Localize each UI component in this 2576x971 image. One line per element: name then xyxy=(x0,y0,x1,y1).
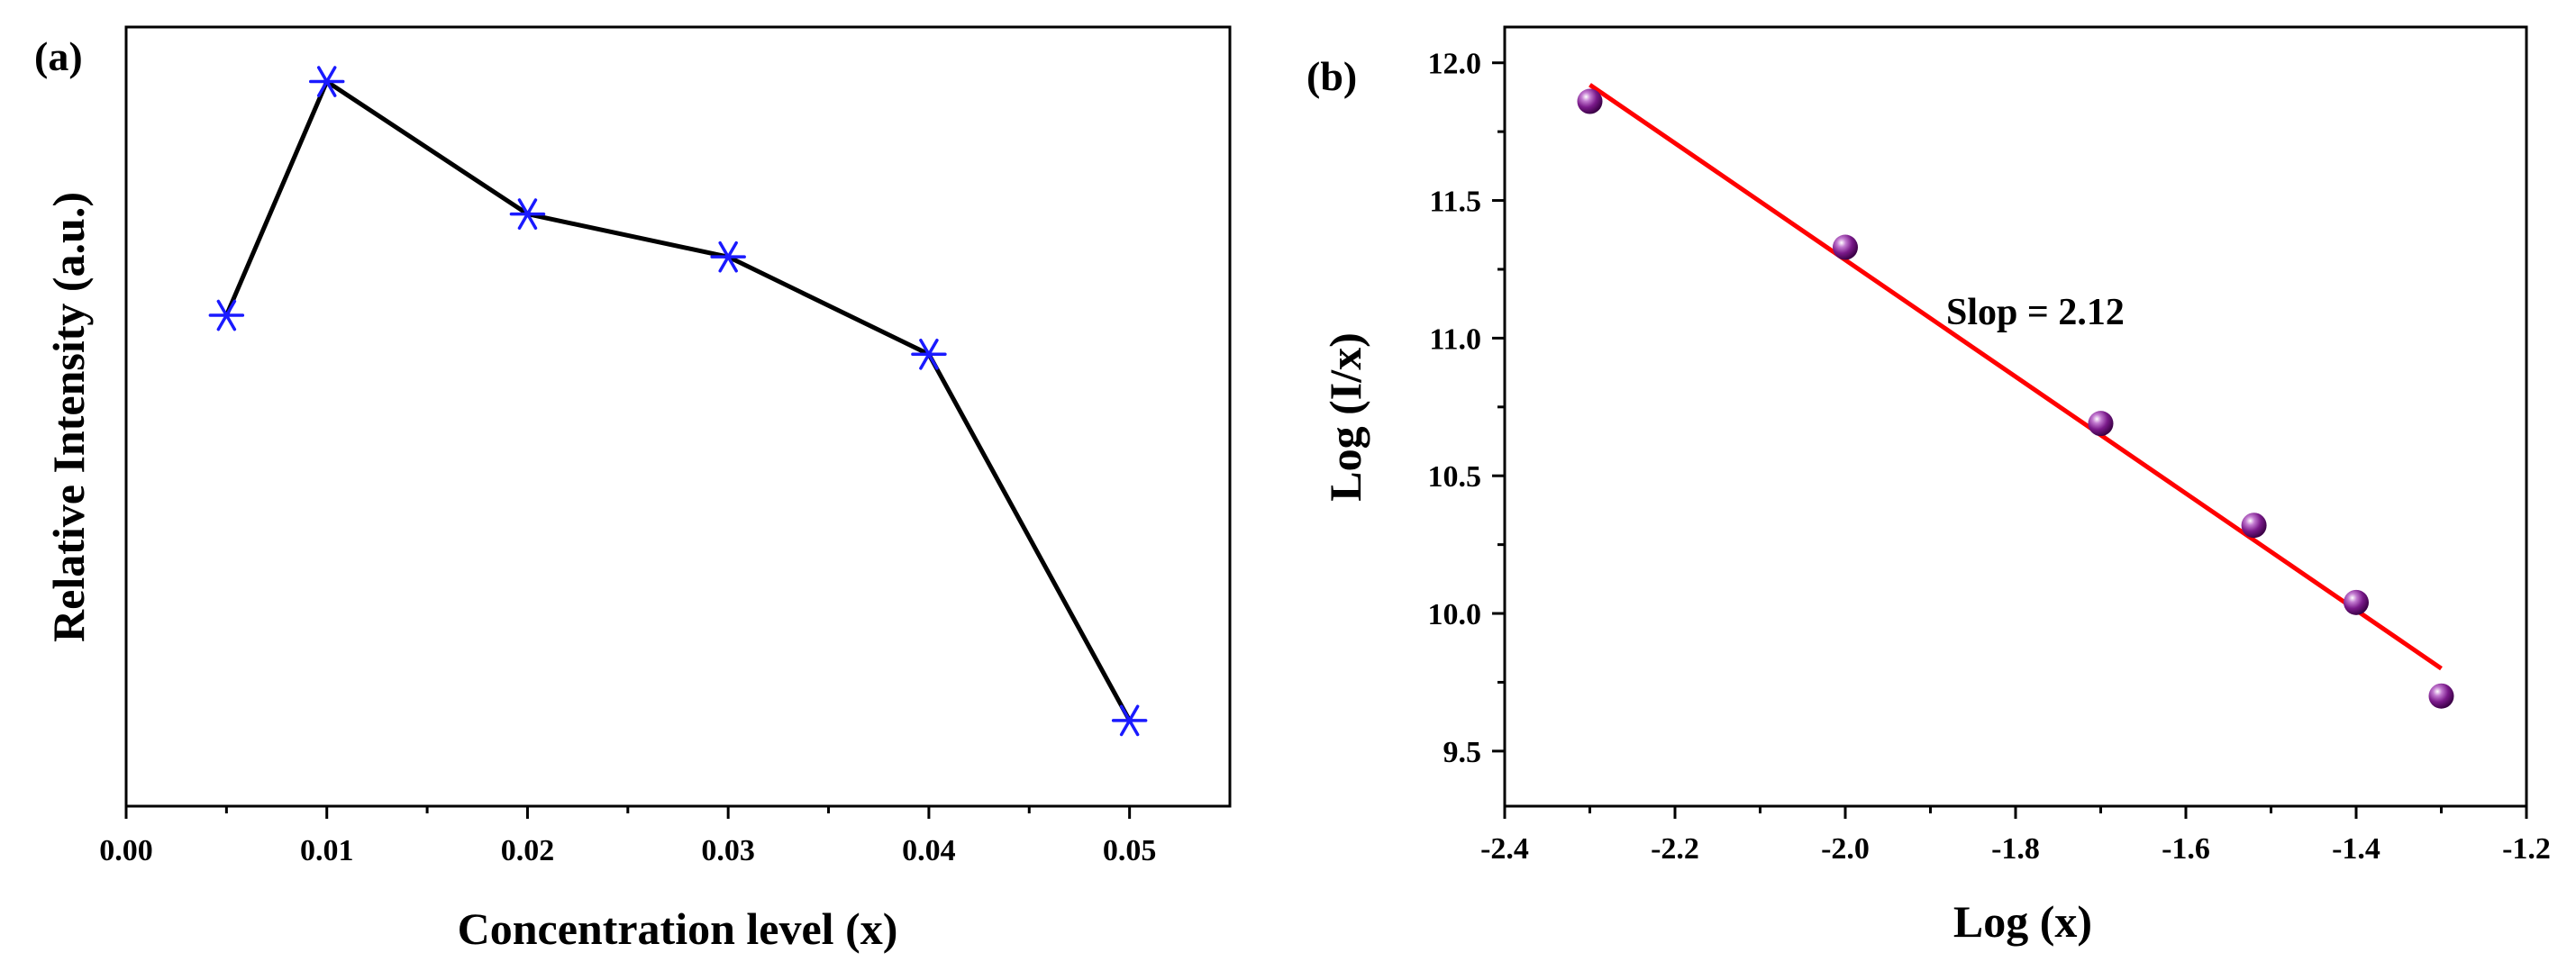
x-tick-label: -1.4 xyxy=(2332,832,2380,866)
asterisk-stroke xyxy=(517,198,538,230)
x-tick-label: 0.02 xyxy=(501,834,555,867)
panel-b-x-axis-title: Log (x) xyxy=(1953,896,2092,947)
panel-b-y-ticks: 9.5 10.0 10.5 11.0 11.5 12.0 xyxy=(1428,48,1505,769)
data-point xyxy=(208,299,245,331)
panel-a-x-ticks: 0.00 0.01 0.02 0.03 0.04 0.05 xyxy=(99,806,1156,867)
x-tick-label: -2.2 xyxy=(1651,832,1699,866)
panel-a-label: (a) xyxy=(34,33,83,79)
data-point xyxy=(2088,411,2114,437)
y-tick-label: 9.5 xyxy=(1443,736,1482,769)
x-tick-label: -2.4 xyxy=(1480,832,1529,866)
asterisk-stroke xyxy=(718,240,738,273)
panel-a-y-axis-title: Relative Intensity (a.u.) xyxy=(43,192,94,642)
panel-b-marks xyxy=(1577,83,2454,709)
panel-a-x-axis-title: Concentration level (x) xyxy=(458,903,898,954)
asterisk-stroke xyxy=(1119,704,1140,737)
series-line xyxy=(224,79,1132,722)
x-tick-label: -2.0 xyxy=(1821,832,1870,866)
panel-a-plot-frame xyxy=(124,25,1232,808)
panel-b-plot-frame xyxy=(1503,25,2528,808)
y-tick-label: 11.5 xyxy=(1429,186,1481,219)
data-point xyxy=(2344,589,2369,615)
asterisk-stroke xyxy=(216,299,237,331)
x-tick-label: 0.04 xyxy=(902,834,956,867)
panel-b-y-axis-title: Log (I/x) xyxy=(1320,332,1370,502)
data-point xyxy=(911,338,947,370)
x-tick-label: 0.01 xyxy=(300,834,354,867)
fit-line xyxy=(1588,83,2443,671)
chart-panel-a: (a) 0.00 0.01 0.02 0.03 0.04 0.05 Concentrati… xyxy=(34,25,1232,954)
x-tick-label: -1.8 xyxy=(1991,832,2040,866)
data-point xyxy=(2428,683,2454,709)
data-point xyxy=(1111,704,1148,737)
panel-a-marks xyxy=(208,66,1148,737)
data-point xyxy=(509,198,546,230)
y-tick-label: 11.0 xyxy=(1429,322,1481,356)
data-point xyxy=(1577,88,1603,114)
data-point xyxy=(710,240,746,273)
x-tick-label: -1.2 xyxy=(2502,832,2551,866)
panel-b-slope-annotation: Slop = 2.12 xyxy=(1946,292,2125,333)
y-tick-label: 12.0 xyxy=(1428,48,1482,81)
data-point xyxy=(1833,234,1858,260)
data-point xyxy=(308,66,345,97)
panel-b-x-ticks: -2.4 -2.2 -2.0 -1.8 -1.6 -1.4 -1.2 xyxy=(1480,806,2551,866)
data-point xyxy=(2241,513,2267,539)
x-tick-label: 0.00 xyxy=(99,834,153,867)
panel-b-label: (b) xyxy=(1306,53,1357,99)
y-tick-label: 10.0 xyxy=(1428,598,1482,631)
x-tick-label: 0.03 xyxy=(701,834,755,867)
x-tick-label: -1.6 xyxy=(2162,832,2210,866)
asterisk-stroke xyxy=(919,338,939,370)
asterisk-stroke xyxy=(316,66,337,97)
chart-panel-b: (b) -2.4 -2.2 -2.0 -1.8 -1.6 -1.4 -1.2 9.5 10.0… xyxy=(1306,25,2551,947)
x-tick-label: 0.05 xyxy=(1103,834,1157,867)
y-tick-label: 10.5 xyxy=(1428,460,1482,494)
